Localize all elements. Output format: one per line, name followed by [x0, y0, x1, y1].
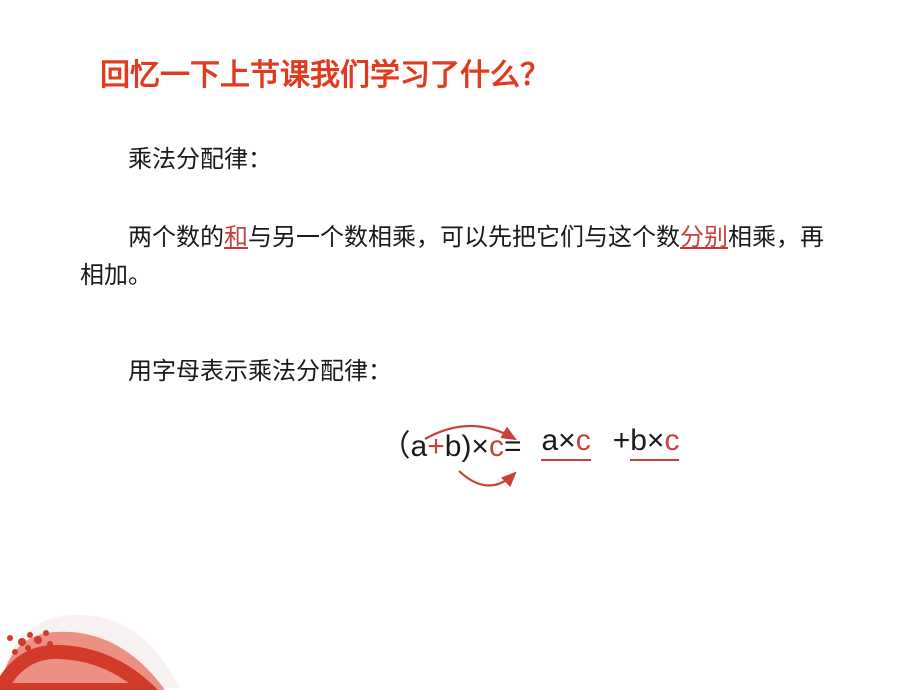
term-bc: b×c [630, 424, 679, 461]
paren-open: （ [381, 430, 411, 463]
term-ac-c: c [576, 424, 591, 457]
formula-label: 用字母表示乘法分配律： [80, 351, 840, 386]
text-pre: 两个数的 [128, 224, 224, 251]
var-c: c [489, 430, 504, 463]
text-mid1: 与另一个数相乘，可以先把它们与这个数 [248, 224, 680, 251]
page-title: 回忆一下上节课我们学习了什么？ [100, 50, 840, 94]
definition-text: 两个数的和与另一个数相乘，可以先把它们与这个数分别相乘，再相加。 [80, 219, 840, 296]
keyword-he: 和 [224, 224, 248, 251]
term-bc-c: c [664, 424, 679, 457]
formula-right: a×c +b×c [541, 424, 679, 461]
slide: 回忆一下上节课我们学习了什么？ 乘法分配律： 两个数的和与另一个数相乘，可以先把… [0, 0, 920, 690]
right-group-2: +b×c [613, 424, 680, 461]
paren-close-times: )× [461, 430, 489, 463]
term-bc-b: b× [630, 424, 664, 457]
var-a: a [411, 430, 428, 463]
definition-label: 乘法分配律： [80, 139, 840, 174]
term-ac: a×c [541, 424, 590, 461]
op-plus-right: + [613, 424, 631, 457]
op-plus: + [427, 430, 445, 463]
keyword-fenbie: 分别 [680, 224, 728, 251]
corner-decoration-icon [0, 580, 180, 690]
var-b: b [445, 430, 462, 463]
term-ac-a: a× [541, 424, 575, 457]
formula: （a+b)×c= a×c +b×c [220, 421, 840, 465]
formula-left: （a+b)×c= [381, 421, 522, 465]
op-eq: = [504, 430, 522, 463]
